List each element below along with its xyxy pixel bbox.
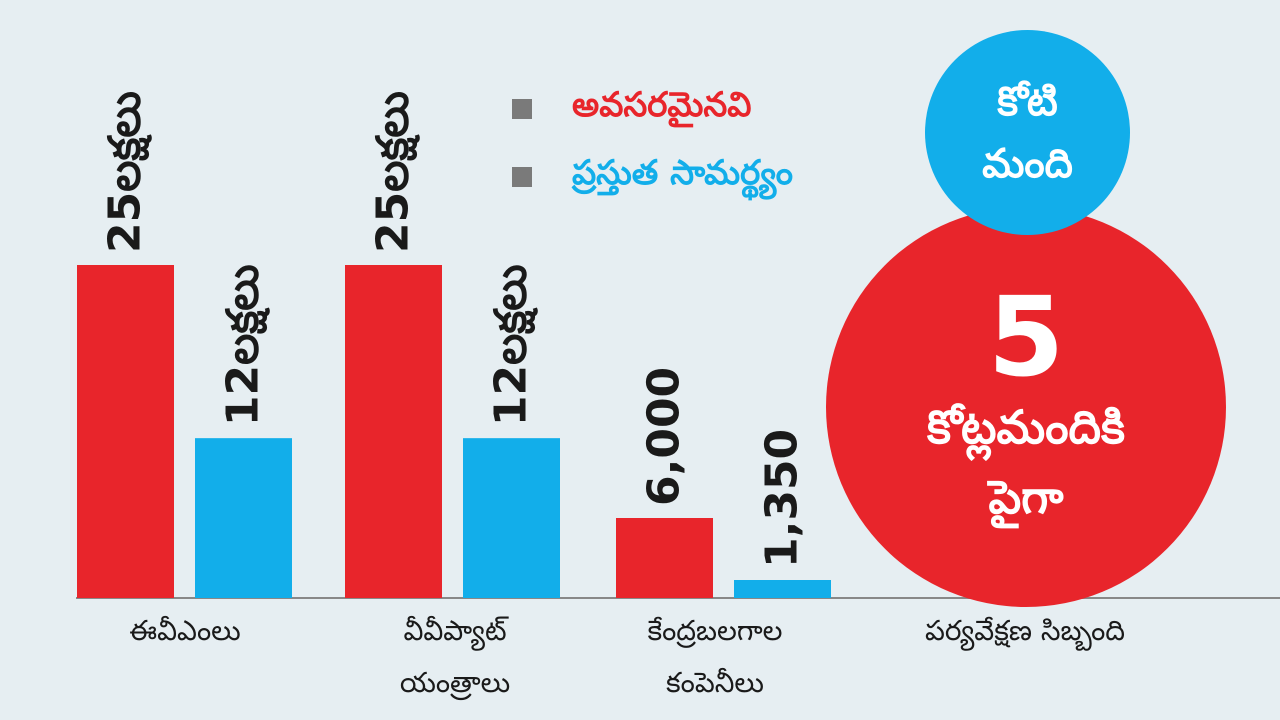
bar-value-label-current-2: 1,350 <box>757 429 808 568</box>
bar-required-0 <box>77 265 174 598</box>
bar-value-label-current-1: 12లక్షలు <box>486 264 539 426</box>
bar-required-2 <box>616 518 713 598</box>
bar-value-label-required-0: 25లక్షలు <box>100 91 153 253</box>
bar-current-2 <box>734 580 831 598</box>
bar-required-1 <box>345 265 442 598</box>
bar-value-label-required-1: 25లక్షలు <box>368 91 421 253</box>
crore-text: కోటి <box>997 78 1058 125</box>
people-text: మంది <box>982 140 1073 187</box>
total-staff-suffix: పైగా <box>988 470 1064 524</box>
legend-item-required: అవసరమైనవి <box>512 85 793 132</box>
bar-current-0 <box>195 438 292 598</box>
category-label-1-1: యంత్రాలు <box>400 666 510 701</box>
category-label-0-0: ఈవీఎంలు <box>129 614 240 647</box>
bar-value-label-current-0: 12లక్షలు <box>218 264 271 426</box>
category-label-3-0: పర్యవేక్షణ సిబ్బంది <box>925 614 1125 651</box>
category-label-2-0: కేంద్రబలగాల <box>647 614 782 648</box>
legend-swatch-required <box>512 99 532 119</box>
total-staff-number: 5 <box>987 273 1065 401</box>
bar-value-label-required-2: 6,000 <box>639 367 690 506</box>
total-staff-text: కోట్లమందికి <box>926 400 1126 454</box>
chart-legend: అవసరమైనవి ప్రస్తుత సామర్థ్యం <box>512 85 793 200</box>
crore-people-circle: కోటి మంది <box>925 30 1130 235</box>
category-label-1-0: వీవీప్యాట్ <box>403 614 509 651</box>
total-staff-circle: 5 కోట్లమందికి పైగా <box>826 207 1226 607</box>
legend-item-current: ప్రస్తుత సామర్థ్యం <box>512 153 793 200</box>
legend-label-current: ప్రస్తుత సామర్థ్యం <box>572 153 793 193</box>
legend-swatch-current <box>512 167 532 187</box>
bar-current-1 <box>463 438 560 598</box>
legend-label-required: అవసరమైనవి <box>572 85 752 125</box>
category-label-2-1: కంపెనీలు <box>666 666 764 699</box>
